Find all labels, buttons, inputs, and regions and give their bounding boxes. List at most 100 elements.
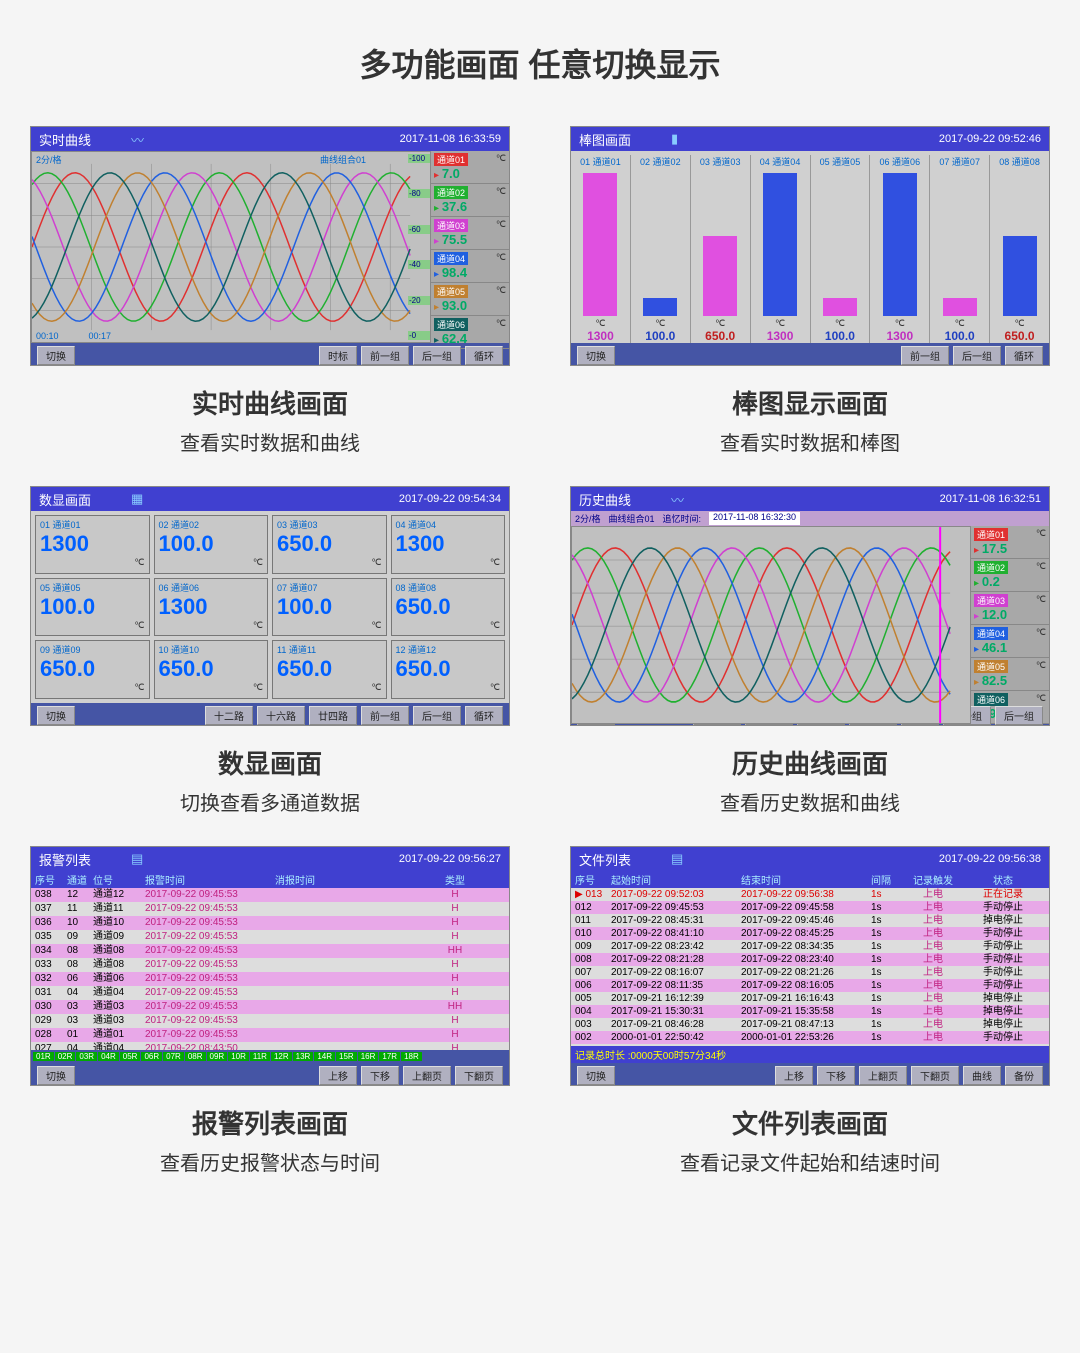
idx-badge[interactable]: 05R [120, 1052, 141, 1061]
idx-badge[interactable]: 07R [163, 1052, 184, 1061]
realtime-plot: 2分/格曲线组合01 -100-80-60-40-20-0 00:1000:17 [31, 151, 431, 343]
num-val: 650.0 [277, 656, 382, 682]
idx-badge[interactable]: 15R [336, 1052, 357, 1061]
button-2[interactable]: 十六路 [257, 706, 305, 725]
num-val: 650.0 [159, 656, 264, 682]
table-row[interactable]: 03812通道122017-09-22 09:45:53H [31, 888, 509, 902]
bar-val: 650.0 [705, 329, 735, 343]
button-0[interactable]: 切换 [577, 346, 615, 365]
button-5[interactable]: 后一组 [413, 706, 461, 725]
button-3[interactable]: 上翻页 [403, 1066, 451, 1085]
idx-badge[interactable]: 11R [250, 1052, 270, 1061]
ch-label: 通道04 [434, 252, 468, 265]
table-row[interactable]: 0032017-09-21 08:46:282017-09-21 08:47:1… [571, 1018, 1049, 1031]
button-2[interactable]: 后一组 [953, 346, 1001, 365]
table-row[interactable]: 02903通道032017-09-22 09:45:53H [31, 1014, 509, 1028]
table-row[interactable]: 02704通道042017-09-22 08:43:50H [31, 1042, 509, 1050]
table-row[interactable]: 03610通道102017-09-22 09:45:53H [31, 916, 509, 930]
bar-val: 1300 [587, 329, 614, 343]
table-row[interactable]: 0082017-09-22 08:21:282017-09-22 08:23:4… [571, 953, 1049, 966]
idx-badge[interactable]: 03R [76, 1052, 97, 1061]
button-1[interactable]: 上移 [775, 1066, 813, 1085]
ch-unit: ℃ [1036, 693, 1046, 704]
button-4[interactable]: 循环 [465, 346, 503, 365]
num-unit: ℃ [277, 682, 382, 693]
num-label: 05 通道05 [40, 581, 145, 594]
button-1[interactable]: 十二路 [205, 706, 253, 725]
button-0[interactable]: 切换 [37, 1066, 75, 1085]
idx-badge[interactable]: 09R [207, 1052, 228, 1061]
table-row[interactable]: 03104通道042017-09-22 09:45:53H [31, 986, 509, 1000]
ch-flag: ▸ [434, 269, 439, 280]
idx-badge[interactable]: 14R [314, 1052, 335, 1061]
table-row[interactable]: 03509通道092017-09-22 09:45:53H [31, 930, 509, 944]
table-row[interactable]: 03206通道062017-09-22 09:45:53H [31, 972, 509, 986]
table-row[interactable]: 0122017-09-22 09:45:532017-09-22 09:45:5… [571, 901, 1049, 914]
button-5[interactable]: 曲线 [963, 1066, 1001, 1085]
table-row[interactable]: 0052017-09-21 16:12:392017-09-21 16:16:4… [571, 992, 1049, 1005]
idx-badge[interactable]: 04R [98, 1052, 119, 1061]
button-0[interactable]: 切换 [37, 346, 75, 365]
num-label: 02 通道02 [159, 518, 264, 531]
button-4[interactable]: 下翻页 [455, 1066, 503, 1085]
num-ts: 2017-09-22 09:54:34 [399, 493, 501, 505]
button-6[interactable]: 循环 [465, 706, 503, 725]
button-7[interactable]: 后一组 [995, 706, 1043, 725]
table-row[interactable]: 0102017-09-22 08:41:102017-09-22 08:45:2… [571, 927, 1049, 940]
fl-summary: 记录总时长 :0000天00时57分34秒 [571, 1046, 1049, 1063]
table-row[interactable]: 03308通道082017-09-22 09:45:53H [31, 958, 509, 972]
button-2[interactable]: 下移 [817, 1066, 855, 1085]
card-sub: 查看实时数据和曲线 [180, 427, 360, 456]
idx-badge[interactable]: 16R [358, 1052, 379, 1061]
ch-flag: ▸ [974, 578, 979, 589]
button-2[interactable]: 下移 [361, 1066, 399, 1085]
idx-badge[interactable]: 12R [271, 1052, 292, 1061]
button-0[interactable]: 切换 [577, 1066, 615, 1085]
hrt: 2017-11-08 16:32:30 [709, 512, 800, 525]
card-numeric: 数显画面▦2017-09-22 09:54:34 01 通道011300℃02 … [10, 486, 530, 816]
button-1[interactable]: 时标 [319, 346, 357, 365]
ch-label: 通道06 [434, 318, 468, 331]
button-3[interactable]: 循环 [1005, 346, 1043, 365]
bar-unit: ℃ [655, 318, 665, 329]
idx-badge[interactable]: 08R [185, 1052, 206, 1061]
num-val: 650.0 [396, 594, 501, 620]
button-4[interactable]: 下翻页 [911, 1066, 959, 1085]
idx-badge[interactable]: 10R [228, 1052, 249, 1061]
table-row[interactable]: 0022000-01-01 22:50:422000-01-01 22:53:2… [571, 1031, 1049, 1044]
xb0: 00:10 [36, 331, 59, 341]
table-row[interactable]: ▶ 0132017-09-22 09:52:032017-09-22 09:56… [571, 888, 1049, 901]
button-0[interactable]: 切换 [37, 706, 75, 725]
bar-label: 06 通道06 [880, 155, 921, 168]
button-3[interactable]: 廿四路 [309, 706, 357, 725]
button-2[interactable]: 前一组 [361, 346, 409, 365]
button-3[interactable]: 后一组 [413, 346, 461, 365]
button-6[interactable]: 备份 [1005, 1066, 1043, 1085]
bar-unit: ℃ [715, 318, 725, 329]
ch-flag: ▸ [434, 302, 439, 313]
bar-val: 650.0 [1005, 329, 1035, 343]
table-row[interactable]: 03711通道112017-09-22 09:45:53H [31, 902, 509, 916]
button-1[interactable]: 前一组 [901, 346, 949, 365]
ch-label: 通道04 [974, 627, 1008, 640]
idx-badge[interactable]: 18R [401, 1052, 422, 1061]
idx-badge[interactable]: 06R [141, 1052, 162, 1061]
table-row[interactable]: 0092017-09-22 08:23:422017-09-22 08:34:3… [571, 940, 1049, 953]
num-label: 10 通道10 [159, 643, 264, 656]
table-row[interactable]: 02801通道012017-09-22 09:45:53H [31, 1028, 509, 1042]
button-4[interactable]: 前一组 [361, 706, 409, 725]
idx-badge[interactable]: 01R [33, 1052, 54, 1061]
table-row[interactable]: 0072017-09-22 08:16:072017-09-22 08:21:2… [571, 966, 1049, 979]
num-unit: ℃ [40, 682, 145, 693]
button-1[interactable]: 上移 [319, 1066, 357, 1085]
idx-badge[interactable]: 17R [379, 1052, 400, 1061]
table-row[interactable]: 0062017-09-22 08:11:352017-09-22 08:16:0… [571, 979, 1049, 992]
idx-badge[interactable]: 02R [55, 1052, 76, 1061]
table-row[interactable]: 0042017-09-21 15:30:312017-09-21 15:35:5… [571, 1005, 1049, 1018]
table-row[interactable]: 03003通道032017-09-22 09:45:53HH [31, 1000, 509, 1014]
table-row[interactable]: 03408通道082017-09-22 09:45:53HH [31, 944, 509, 958]
idx-badge[interactable]: 13R [293, 1052, 314, 1061]
button-3[interactable]: 上翻页 [859, 1066, 907, 1085]
table-row[interactable]: 0112017-09-22 08:45:312017-09-22 09:45:4… [571, 914, 1049, 927]
col-header: 类型 [405, 872, 505, 887]
